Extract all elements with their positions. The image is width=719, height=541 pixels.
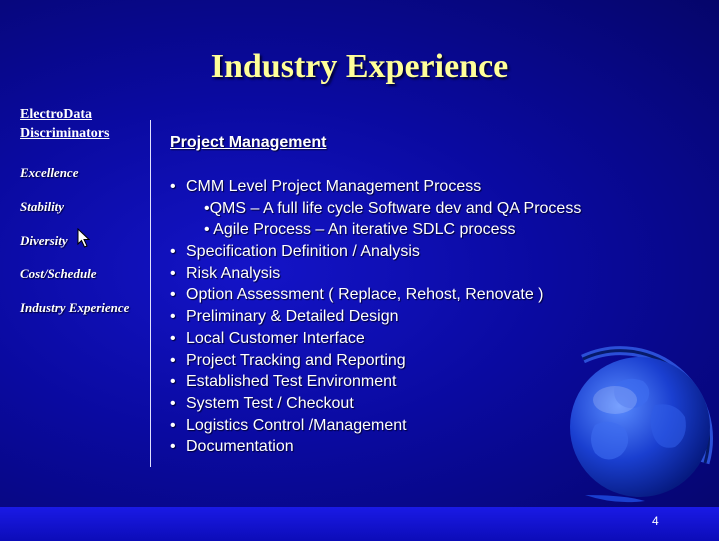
list-item: • Local Customer Interface xyxy=(170,329,365,347)
list-item: • Risk Analysis xyxy=(170,264,281,282)
list-item: •QMS – A full life cycle Software dev an… xyxy=(204,199,582,217)
list-item: • Project Tracking and Reporting xyxy=(170,351,406,369)
list-item: • CMM Level Project Management Process xyxy=(170,178,482,195)
sidebar-item-stability[interactable]: Stability xyxy=(20,199,65,214)
section-heading: Project Management xyxy=(170,134,327,151)
brand-name-line2: Discriminators xyxy=(20,126,110,141)
list-item: • Preliminary & Detailed Design xyxy=(170,308,399,326)
bullet-list: • CMM Level Project Management Process •Q… xyxy=(170,176,581,458)
list-item: • Agile Process – An iterative SDLC proc… xyxy=(204,221,516,239)
sidebar-item-cost-schedule[interactable]: Cost/Schedule xyxy=(20,266,97,281)
sidebar-item-industry-experience[interactable]: Industry Experience xyxy=(20,300,130,315)
list-item: • Specification Definition / Analysis xyxy=(170,243,420,261)
footer-bar xyxy=(0,507,719,541)
list-item: • Established Test Environment xyxy=(170,373,397,391)
sidebar-item-excellence[interactable]: Excellence xyxy=(20,165,79,180)
vertical-divider xyxy=(150,120,151,467)
globe-icon xyxy=(555,345,719,512)
list-item: • System Test / Checkout xyxy=(170,394,354,412)
sidebar-item-diversity[interactable]: Diversity xyxy=(20,233,68,248)
slide-title: Industry Experience xyxy=(210,48,509,85)
list-item: • Logistics Control /Management xyxy=(170,416,407,434)
mouse-pointer-icon xyxy=(77,227,91,253)
sidebar: ElectroData Discriminators Excellence St… xyxy=(20,105,150,315)
page-number: 4 xyxy=(652,514,659,528)
brand-name-line1: ElectroData xyxy=(20,107,93,122)
list-item: • Option Assessment ( Replace, Rehost, Re… xyxy=(170,286,544,304)
list-item: • Documentation xyxy=(170,438,294,456)
